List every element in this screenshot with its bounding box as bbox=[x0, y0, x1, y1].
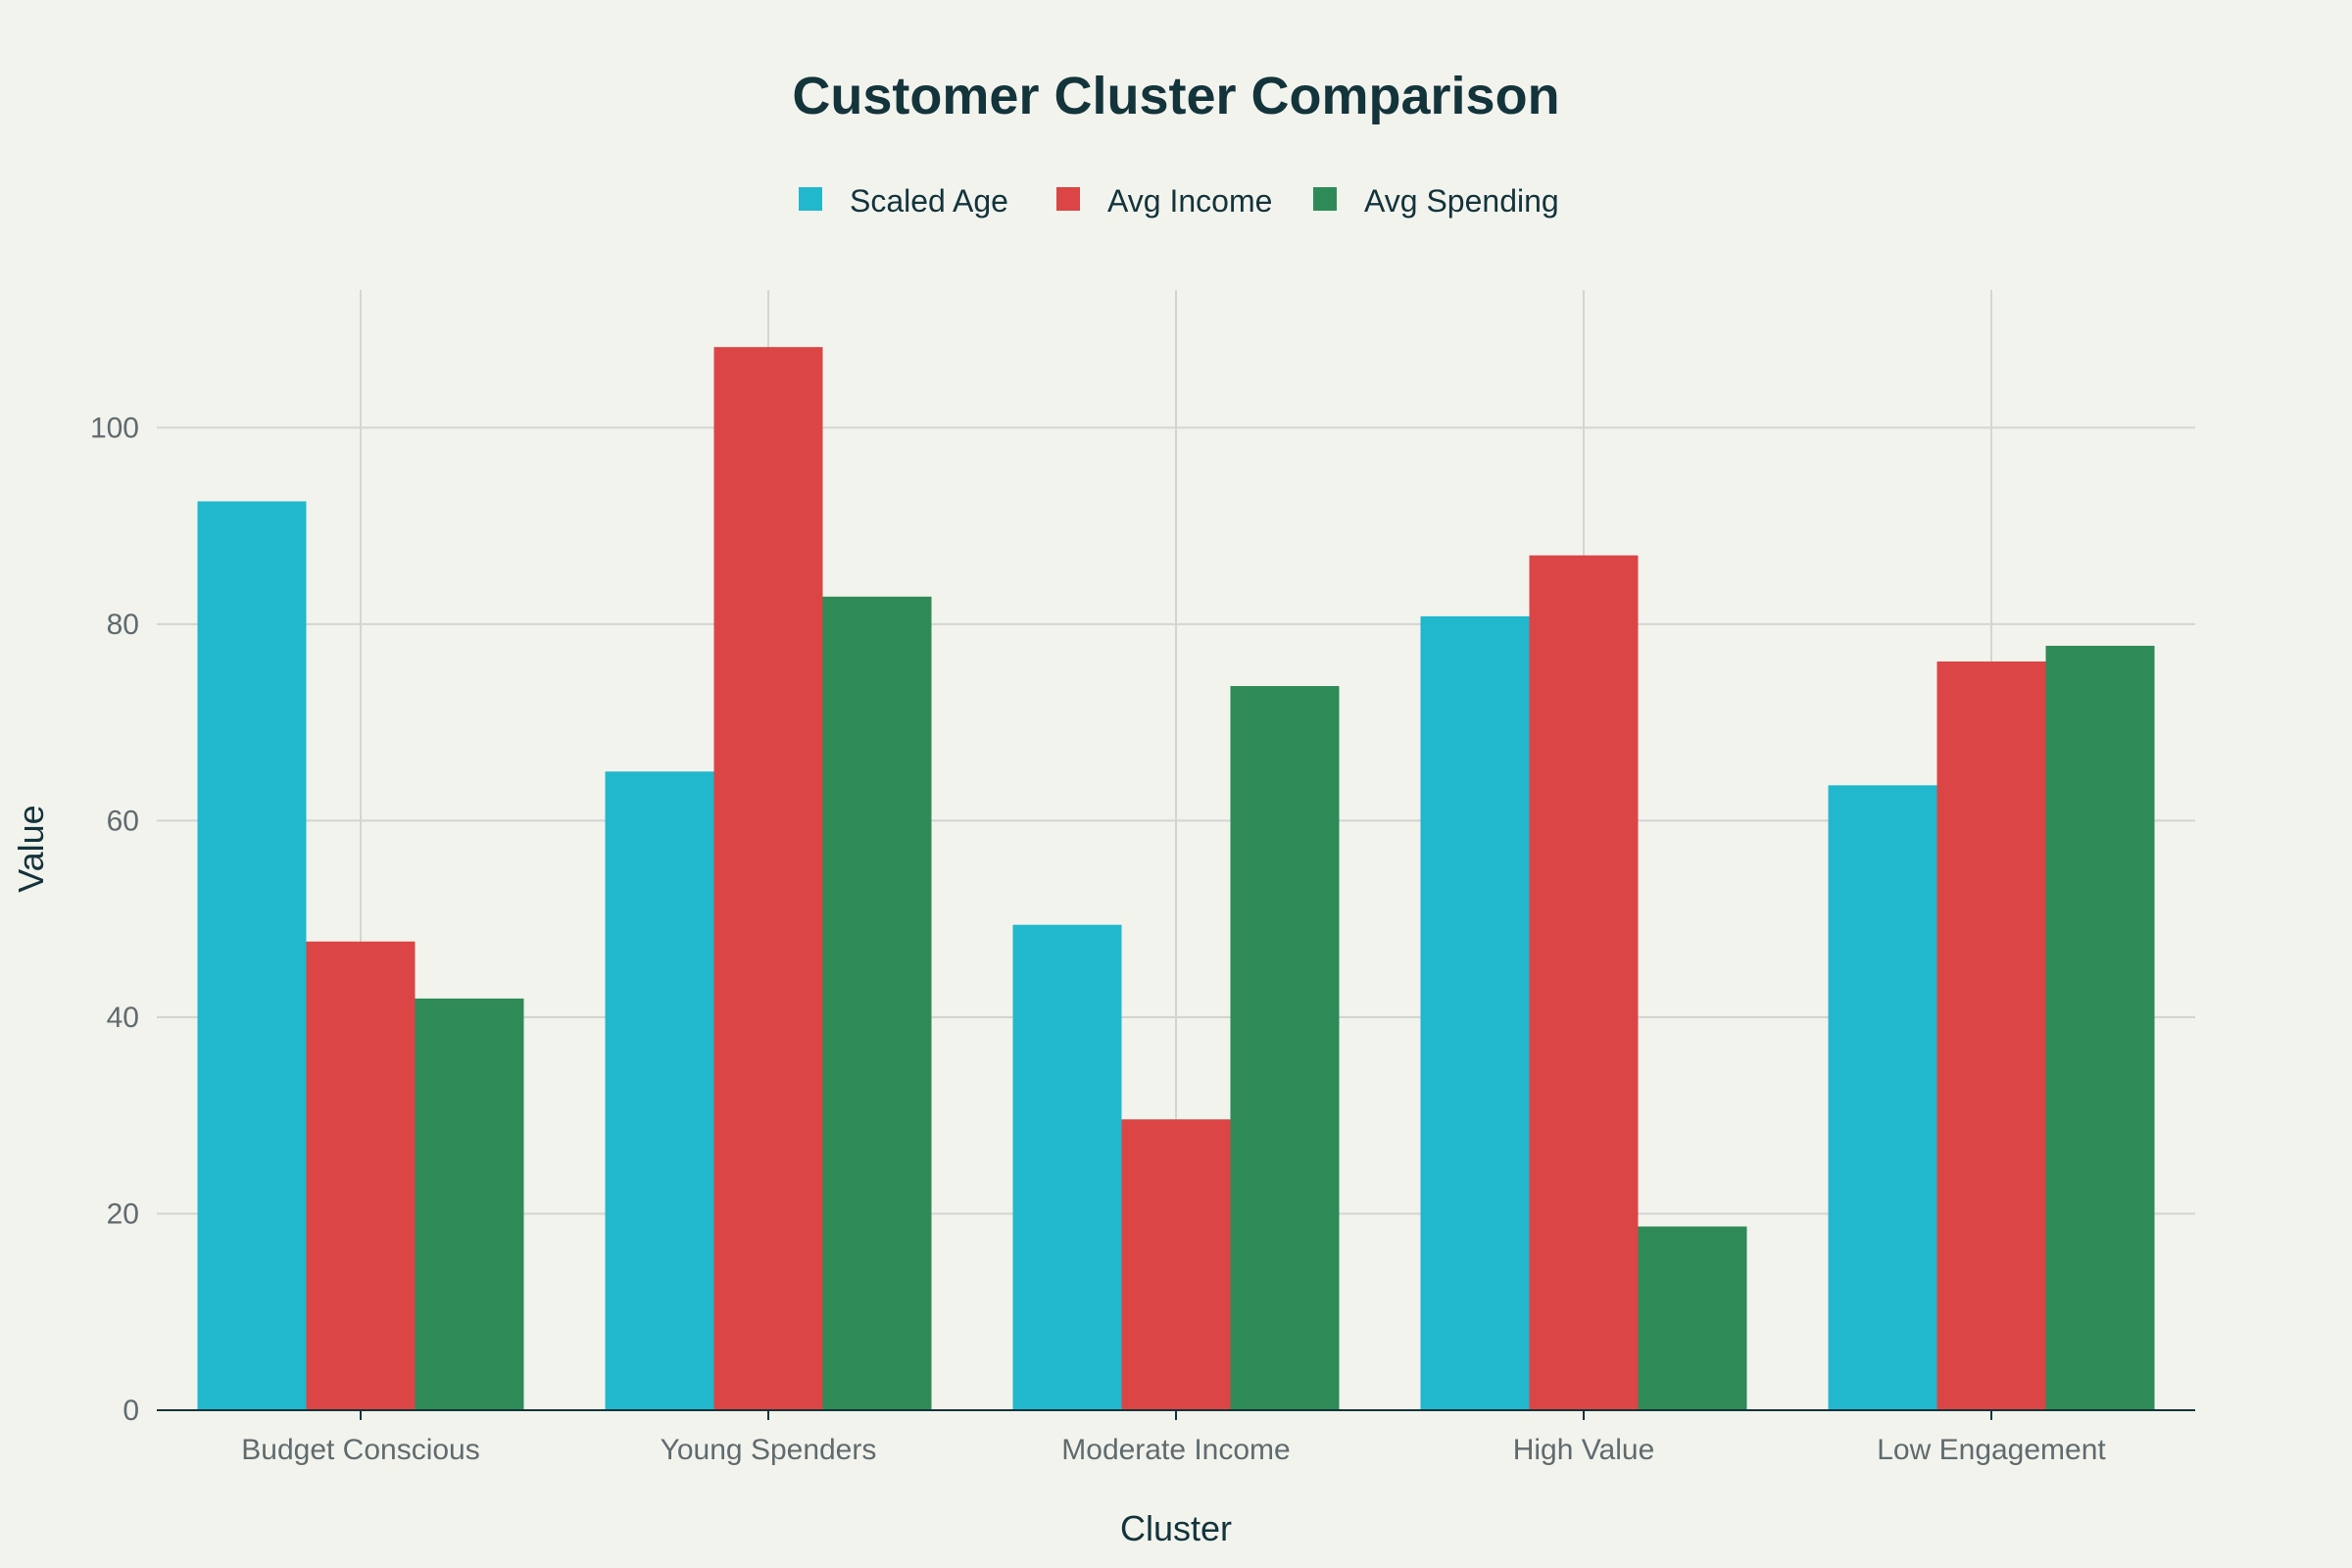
legend-label: Avg Spending bbox=[1364, 183, 1559, 219]
x-tick-label: Moderate Income bbox=[1061, 1434, 1290, 1466]
legend-label: Avg Income bbox=[1107, 183, 1272, 219]
legend-item: Avg Spending bbox=[1313, 183, 1559, 219]
bar-scaled-age bbox=[1420, 615, 1530, 1410]
legend-item: Scaled Age bbox=[799, 183, 1008, 219]
y-tick-label: 20 bbox=[107, 1198, 139, 1230]
x-tick-label: Young Spenders bbox=[661, 1434, 877, 1466]
x-tick-label: Low Engagement bbox=[1877, 1434, 2106, 1466]
x-tick-label: High Value bbox=[1513, 1434, 1655, 1466]
y-tick-label: 40 bbox=[107, 1002, 139, 1034]
bar-avg-income bbox=[1936, 661, 2046, 1410]
y-tick-label: 80 bbox=[107, 609, 139, 641]
bar-avg-spending bbox=[1638, 1226, 1747, 1410]
bar-avg-spending bbox=[822, 596, 932, 1410]
bar-scaled-age bbox=[197, 501, 307, 1410]
legend-swatch bbox=[799, 187, 822, 211]
bar-avg-spending bbox=[415, 998, 524, 1410]
bar-avg-income bbox=[1121, 1119, 1231, 1410]
y-axis-title: Value bbox=[11, 805, 51, 892]
bar-avg-income bbox=[306, 941, 416, 1410]
x-axis-title: Cluster bbox=[1120, 1508, 1232, 1548]
legend-swatch bbox=[1056, 187, 1080, 211]
bar-avg-income bbox=[1529, 555, 1639, 1410]
chart-title: Customer Cluster Comparison bbox=[792, 67, 1559, 125]
legend: Scaled Age Avg Income Avg Spending bbox=[799, 183, 1559, 219]
bar-scaled-age bbox=[1012, 924, 1122, 1410]
legend-swatch bbox=[1313, 187, 1337, 211]
bar-avg-income bbox=[713, 347, 823, 1411]
x-tick-label: Budget Conscious bbox=[241, 1434, 480, 1466]
bar-avg-spending bbox=[1230, 686, 1340, 1410]
bars-layer bbox=[197, 347, 2155, 1411]
bar-avg-spending bbox=[2045, 645, 2155, 1410]
y-tick-label: 100 bbox=[90, 412, 139, 444]
y-tick-label: 60 bbox=[107, 805, 139, 837]
legend-label: Scaled Age bbox=[850, 183, 1008, 219]
y-tick-label: 0 bbox=[122, 1395, 139, 1427]
bar-scaled-age bbox=[605, 771, 714, 1410]
bar-scaled-age bbox=[1828, 785, 1937, 1410]
legend-item: Avg Income bbox=[1056, 183, 1272, 219]
axis-layer: 0 20 40 60 80 100 Budget Conscious Young Spende… bbox=[90, 412, 2195, 1466]
